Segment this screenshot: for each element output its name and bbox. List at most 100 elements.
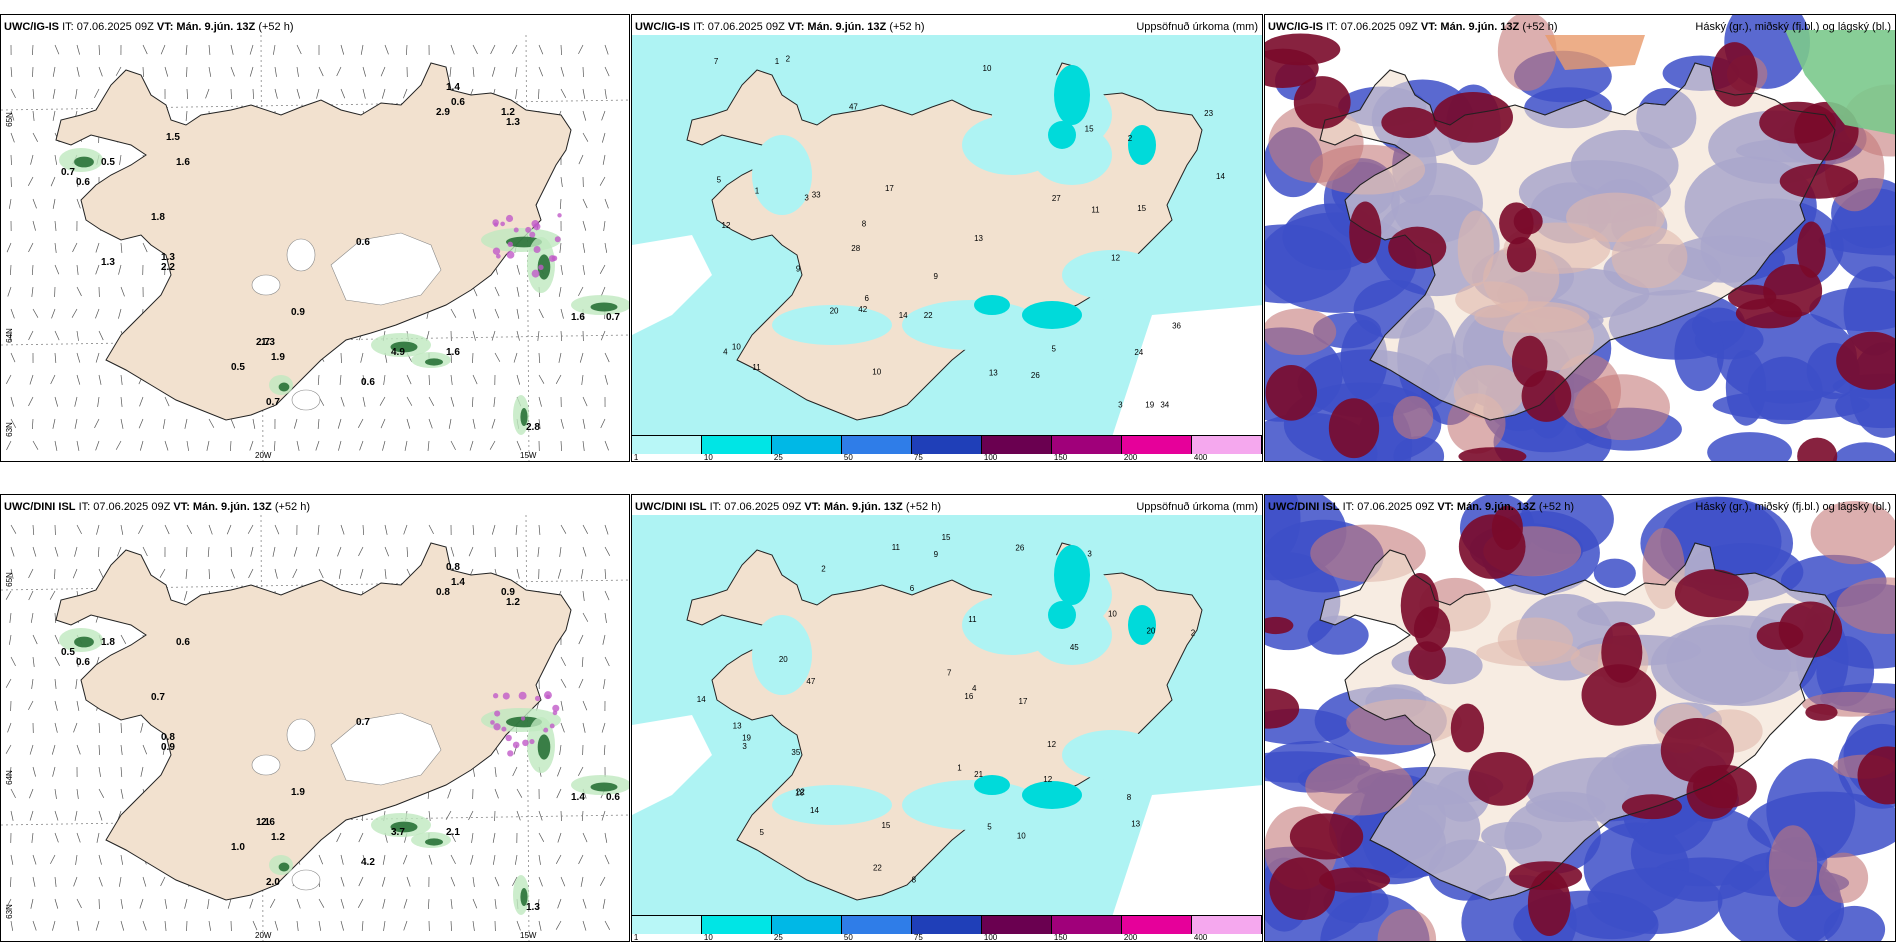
precip-value: 1 (755, 186, 760, 195)
wind-barb (582, 832, 588, 843)
wind-barb (183, 590, 188, 601)
wind-barb (581, 374, 584, 385)
low-cloud (1587, 867, 1723, 934)
precip-value: 13 (1131, 819, 1140, 828)
wind-value: 1.2 (501, 107, 515, 118)
wind-barb (427, 440, 430, 451)
wind-barb (316, 88, 320, 99)
wind-value: 0.9 (501, 587, 515, 598)
wind-barb (359, 440, 364, 451)
wind-value: 1.3 (261, 337, 275, 348)
wind-barb (142, 744, 148, 755)
precip-value: 3 (804, 194, 809, 203)
precip-value: 3 (742, 742, 747, 751)
wind-barb (450, 920, 452, 932)
wind-barb (317, 374, 320, 385)
hail-marker (522, 739, 529, 747)
hail-marker (490, 720, 495, 725)
wind-barb (582, 198, 588, 209)
wind-barb (468, 810, 474, 821)
precip-value: 14 (810, 806, 819, 815)
mid-cloud (1785, 30, 1895, 135)
high-cloud-outer (1768, 825, 1818, 908)
wind-barb (32, 88, 35, 99)
wind-barb (362, 524, 365, 535)
legend-swatch (702, 436, 772, 454)
wind-barb (252, 88, 254, 100)
wind-barb (494, 898, 497, 909)
wind-barb (142, 242, 148, 253)
wind-barb (604, 612, 607, 623)
wind-value: 1.4 (451, 577, 465, 588)
wind-barb (450, 308, 457, 318)
precip-value: 33 (812, 190, 821, 199)
wind-barb (403, 920, 408, 931)
hail-marker (529, 231, 536, 238)
precip-value: 20 (1146, 627, 1155, 636)
wind-barb (164, 920, 167, 931)
high-cloud (1805, 703, 1838, 721)
legend-swatch (912, 916, 982, 934)
wind-barb (427, 898, 430, 910)
precip-value: 13 (733, 721, 742, 730)
wind-barb (32, 546, 37, 557)
wind-value: 0.8 (161, 732, 175, 743)
wind-barb (27, 176, 34, 186)
wind-barb (358, 876, 364, 887)
hail-marker (492, 247, 501, 255)
wind-barb (293, 418, 298, 429)
precip-value: 19 (1145, 401, 1154, 410)
wind-barb (450, 832, 456, 843)
wind-barb (54, 264, 60, 275)
wind-barb (604, 66, 610, 77)
precip-heavy (1128, 125, 1156, 165)
wind-barb (120, 788, 124, 799)
wind-barb (54, 722, 58, 733)
wind-barb (560, 88, 567, 98)
wind-barb (54, 44, 60, 55)
wind-barb (428, 396, 435, 406)
wind-barb (515, 524, 518, 535)
wind-barb (205, 88, 210, 99)
wind-barb (579, 352, 584, 363)
precip-value: 10 (1108, 610, 1117, 619)
wind-barb (54, 546, 59, 557)
wind-barb (186, 546, 188, 558)
wind-barb (54, 612, 57, 623)
wind-barb (450, 374, 453, 385)
wind-barb (230, 66, 235, 77)
wind-barb (248, 568, 254, 579)
wind-barb (538, 66, 544, 77)
wind-barb (384, 546, 389, 557)
wind-barb (29, 810, 34, 821)
wind-barb (32, 656, 35, 667)
wind-barb (514, 854, 518, 865)
wind-barb (491, 524, 496, 535)
precip-value: 5 (760, 828, 765, 837)
wind-barb (142, 546, 148, 557)
high-cloud (1349, 201, 1382, 264)
precip-value: 36 (1172, 322, 1181, 331)
wind-barb (164, 524, 170, 535)
wind-barb (28, 568, 34, 579)
wind-barb (560, 524, 567, 534)
wind-barb (604, 44, 609, 55)
precip-value: 22 (873, 863, 882, 872)
wind-barb (292, 568, 298, 579)
wind-barb (558, 286, 562, 297)
legend-swatch (1122, 436, 1192, 454)
wind-barb (340, 44, 345, 55)
precip-value: 10 (1017, 831, 1026, 840)
iceland-landmass (55, 62, 572, 421)
glacier (330, 712, 442, 786)
wind-barb (403, 854, 408, 865)
wind-barb (538, 524, 541, 535)
wind-barb (472, 330, 476, 341)
wind-value: 2.6 (261, 817, 275, 828)
precip-value: 9 (796, 264, 801, 273)
panel-title: UWC/DINI ISL IT: 07.06.2025 09Z VT: Mán.… (635, 501, 941, 513)
precip-panel-row2: UWC/DINI ISL IT: 07.06.2025 09Z VT: Mán.… (631, 494, 1263, 942)
wind-value: 4.9 (391, 347, 405, 358)
wind-barb (120, 766, 123, 777)
wind-panel-row1: UWC/IG-IS IT: 07.06.2025 09Z VT: Mán. 9.… (0, 14, 630, 462)
